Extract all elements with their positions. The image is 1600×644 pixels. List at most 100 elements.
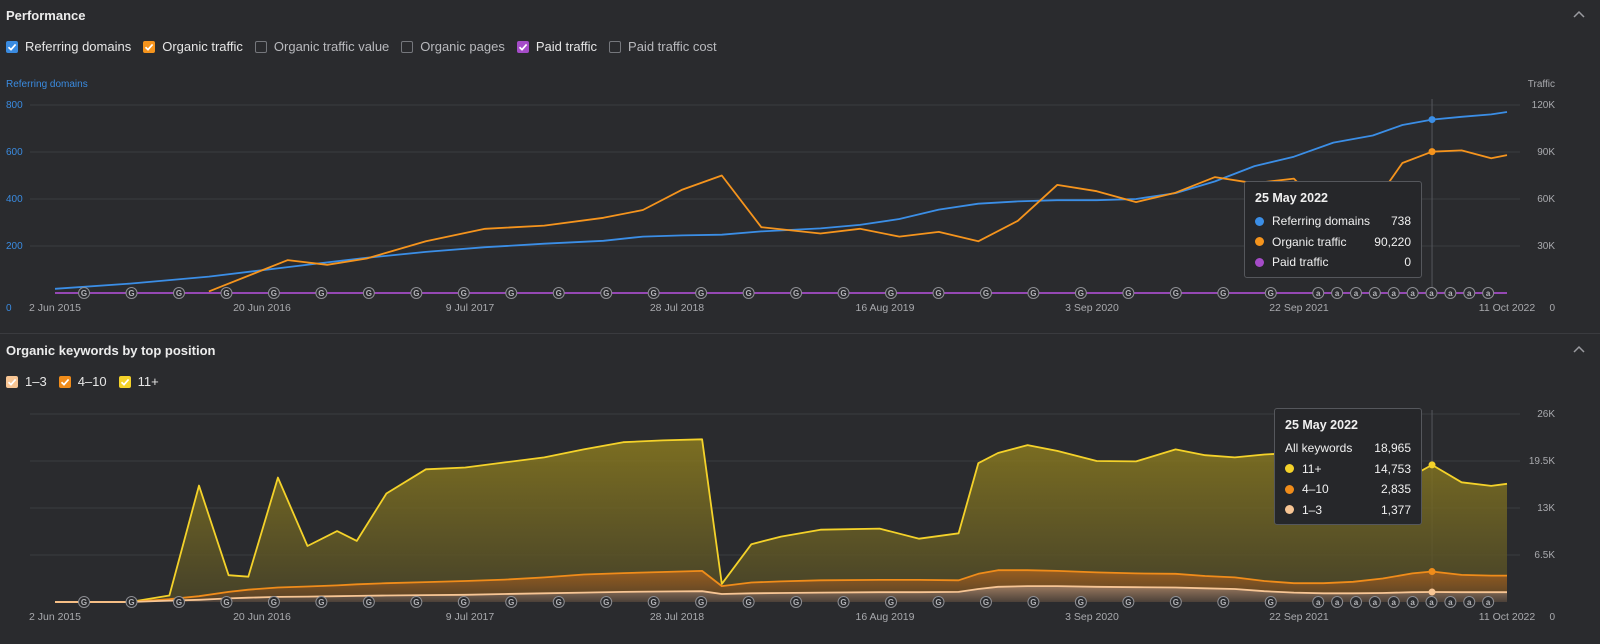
annotation-marker-ahrefs-update: a [1331,596,1344,608]
chevron-up-icon[interactable] [1572,8,1586,22]
legend-organic-traffic-value[interactable]: Organic traffic value [254,39,389,54]
series-referring-domains [54,111,1508,290]
marker-letter: G [1220,289,1226,298]
left-axis-title: Referring domains [6,79,88,90]
annotation-marker-google-update: G [1217,596,1230,608]
tooltip-label: 4–10 [1302,482,1329,497]
kw-11plus-dot [1285,464,1294,474]
annotation-marker-google-update: G [220,596,233,608]
marker-circle [410,596,423,608]
marker-circle [125,596,138,608]
annotation-marker-google-update: G [742,596,755,608]
legend-1-3[interactable]: 1–3 [6,374,47,389]
marker-letter: a [1467,289,1472,298]
marker-letter: a [1429,598,1434,607]
performance-chart[interactable]: Referring domains Traffic 0 200 400 600 800 0 30… [0,0,1600,333]
marker-circle [1406,596,1419,608]
tooltip-row-organic-traffic: Organic traffic 90,220 [1255,232,1411,253]
annotation-marker-google-update: G [1027,287,1040,299]
keywords-title: Organic keywords by top position [6,343,216,358]
marker-circle [172,287,185,299]
annotation-marker-ahrefs-update: a [1349,287,1362,299]
marker-circle [885,287,898,299]
hover-point-organic-traffic [1428,148,1436,156]
legend-paid-traffic[interactable]: Paid traffic [516,39,597,54]
tooltip-row-1-3: 1–3 1,377 [1285,500,1411,521]
marker-circle [1463,596,1476,608]
checkbox[interactable] [401,40,414,53]
chevron-up-icon[interactable] [1572,343,1586,357]
keywords-chart[interactable]: 0 6.5K 13K 19.5K 26K 2 Jun 2015 20 Jun 2016 9 J… [0,334,1600,644]
y-tick-label-left: 800 [6,100,23,111]
x-tick-label: 16 Aug 2019 [856,611,915,623]
annotation-marker-google-update: G [172,596,185,608]
marker-circle [1387,596,1400,608]
marker-letter: G [1030,289,1036,298]
hover-point-referring-domains [1428,116,1436,124]
marker-letter: G [1268,598,1274,607]
marker-circle [552,287,565,299]
legend-11plus[interactable]: 11+ [118,374,159,389]
annotation-marker-ahrefs-update: a [1444,596,1457,608]
marker-letter: G [745,598,751,607]
x-tick-label: 28 Jul 2018 [650,302,704,314]
tooltip-label: Organic traffic [1272,234,1347,249]
checkbox[interactable] [6,375,18,388]
marker-circle [1444,596,1457,608]
y-tick-label-left: 600 [6,147,23,158]
marker-circle [932,596,945,608]
checkbox[interactable] [609,40,622,53]
check-icon [7,378,17,386]
checkbox[interactable] [118,375,131,388]
y-tick-label-right: 0 [1549,612,1555,623]
annotation-marker-google-update: G [267,287,280,299]
tooltip-value: 1,377 [1380,502,1411,517]
legend-organic-pages[interactable]: Organic pages [401,39,505,54]
marker-circle [600,596,613,608]
legend-label: Referring domains [25,39,132,54]
marker-circle [1444,287,1457,299]
marker-letter: a [1373,598,1378,607]
annotation-marker-google-update: G [1169,596,1182,608]
y-tick-label-right: 6.5K [1534,550,1555,561]
tooltip-value: 90,220 [1374,234,1411,249]
annotation-marker-google-update: G [1217,287,1230,299]
annotation-marker-google-update: G [695,596,708,608]
x-tick-label: 3 Sep 2020 [1065,611,1119,623]
annotation-marker-google-update: G [932,596,945,608]
legend-organic-traffic[interactable]: Organic traffic [143,39,243,54]
tooltip-label: 11+ [1302,461,1322,476]
marker-letter: G [271,289,277,298]
legend-4-10[interactable]: 4–10 [58,374,107,389]
annotation-marker-google-update: G [410,287,423,299]
marker-letter: G [745,289,751,298]
checkbox[interactable] [6,40,18,53]
tooltip-value: 0 [1404,255,1411,270]
check-icon [518,43,528,51]
marker-letter: a [1486,598,1491,607]
marker-circle [695,287,708,299]
x-tick-label: 20 Jun 2016 [233,302,291,314]
annotation-marker-google-update: G [1074,287,1087,299]
marker-circle [1074,287,1087,299]
series-1-3 [55,585,1507,603]
performance-panel: Performance Referring domains Organic tra… [0,0,1600,334]
marker-letter: G [461,289,467,298]
checkbox[interactable] [254,40,267,53]
marker-circle [1264,287,1277,299]
marker-letter: G [366,289,372,298]
marker-circle [1217,596,1230,608]
annotation-marker-ahrefs-update: a [1368,596,1381,608]
checkbox[interactable] [58,375,71,388]
marker-letter: G [935,598,941,607]
annotation-marker-google-update: G [172,287,185,299]
hover-point-11plus [1428,461,1436,469]
legend-referring-domains[interactable]: Referring domains [6,39,131,54]
marker-circle [78,287,91,299]
checkbox[interactable] [516,40,529,53]
marker-circle [125,287,138,299]
annotation-marker-google-update: G [837,287,850,299]
legend-paid-traffic-cost[interactable]: Paid traffic cost [609,39,717,54]
checkbox[interactable] [143,40,156,53]
